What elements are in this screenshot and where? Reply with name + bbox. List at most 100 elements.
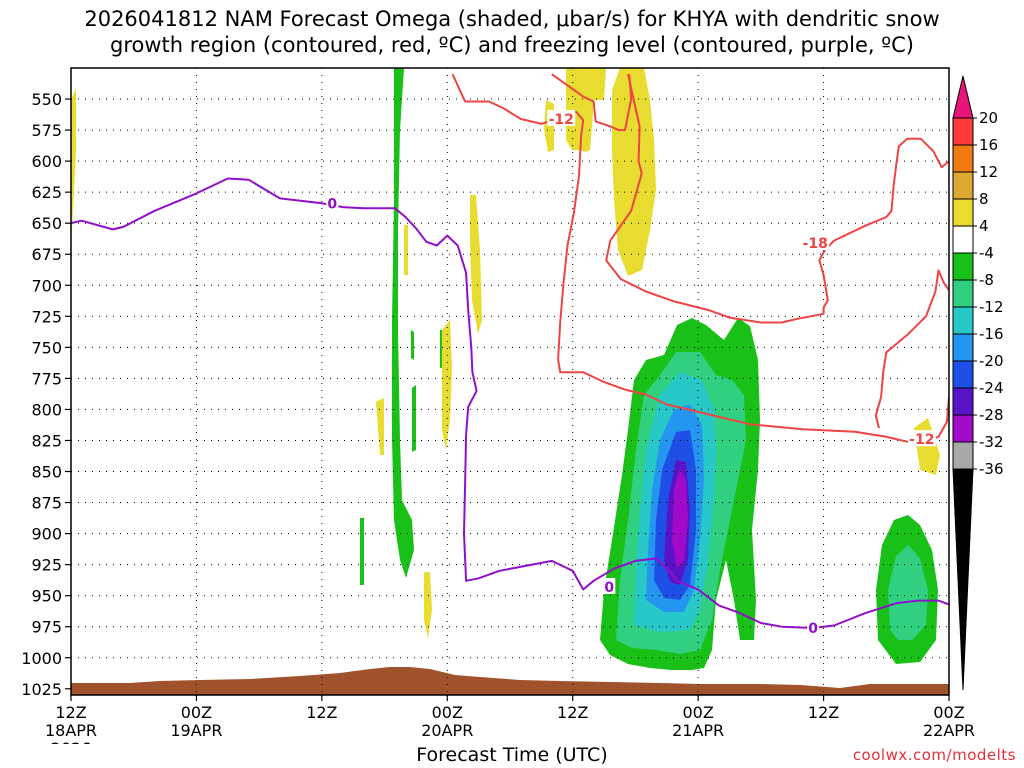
freezing-level-line-label-bg (603, 577, 616, 594)
omega-region-yellow-8 (424, 572, 432, 638)
omega-region-right-teal (888, 545, 928, 640)
colorbar-label: -36 (979, 460, 1004, 478)
colorbar: 20 16 12 8 4 -4 -8 -12 -16 -20 -24 -28 -32 -36 (952, 75, 1004, 691)
x-tick-label: 12Z (55, 703, 86, 722)
colorbar-label: 16 (979, 136, 998, 154)
colorbar-segment (952, 360, 974, 389)
freezing-level-line (71, 177, 949, 629)
omega-region-column-green (392, 68, 414, 578)
colorbar-segment (952, 387, 974, 416)
colorbar-segment (952, 279, 974, 308)
isotherm-line-label: -18 (803, 236, 828, 252)
x-tick-date: 18APR (45, 721, 97, 740)
y-tick-label: 800 (31, 400, 62, 419)
terrain-surface (71, 667, 949, 695)
colorbar-label: -12 (979, 298, 1004, 316)
title-line-1: 2026041812 NAM Forecast Omega (shaded, μ… (84, 7, 940, 31)
omega-region-yellow-10 (71, 88, 76, 230)
omega-region-yellow-6 (404, 225, 408, 275)
y-tick-label: 575 (31, 121, 62, 140)
colorbar-segment (952, 225, 974, 254)
x-tick-label: 00Z (682, 703, 713, 722)
x-tick-label: 00Z (181, 703, 212, 722)
cross-section-chart: -12 -12 -18 0 0 0 550 575 600 625 650 675 700 725 750… (21, 67, 1004, 744)
colorbar-label: -20 (979, 352, 1004, 370)
x-tick-date: 19APR (170, 721, 222, 740)
x-tick-label: 12Z (557, 703, 588, 722)
contour-lines: -12 -12 -18 0 0 0 (71, 73, 949, 637)
y-tick-label: 775 (31, 369, 62, 388)
colorbar-segment (952, 117, 974, 146)
y-tick-label: 900 (31, 525, 62, 544)
x-tick-year: 2026 (51, 739, 92, 744)
x-tick-label: 00Z (933, 703, 964, 722)
y-tick-label: 600 (31, 152, 62, 171)
omega-region-violet (672, 468, 688, 568)
y-tick-label: 625 (31, 183, 62, 202)
colorbar-segment (952, 171, 974, 200)
omega-region-yellow-5 (442, 320, 452, 450)
y-tick-label: 850 (31, 463, 62, 482)
colorbar-label: -24 (979, 379, 1004, 397)
colorbar-segment (952, 144, 974, 173)
y-tick-label: 975 (31, 618, 62, 637)
colorbar-segment (952, 333, 974, 362)
colorbar-label: -4 (979, 244, 994, 262)
omega-region-yellow-7 (376, 398, 384, 455)
colorbar-label: -28 (979, 406, 1004, 424)
credit-text: coolwx.com/modelts (852, 746, 1016, 764)
y-tick-label: 725 (31, 307, 62, 326)
colorbar-segment (952, 198, 974, 227)
y-tick-label: 825 (31, 431, 62, 450)
colorbar-segment (952, 252, 974, 281)
axes: 550 575 600 625 650 675 700 725 750 775 800 825 850 8… (21, 90, 975, 744)
isotherm-line-label: -12 (549, 112, 574, 128)
y-tick-label: 550 (31, 90, 62, 109)
x-tick-date: 21APR (672, 721, 724, 740)
colorbar-label: 4 (979, 217, 989, 235)
omega-shading (71, 68, 949, 695)
isotherm-line-label: -12 (909, 432, 934, 448)
colorbar-segment (952, 306, 974, 335)
y-tick-label: 675 (31, 245, 62, 264)
x-tick-label: 12Z (306, 703, 337, 722)
colorbar-top-arrow (952, 75, 974, 119)
isotherm-line (874, 269, 949, 429)
freezing-level-line-label-bg (807, 618, 820, 635)
isotherm-line (605, 73, 949, 324)
colorbar-label: 20 (979, 109, 998, 127)
freezing-level-line-label-bg (326, 194, 339, 211)
omega-region-green-fleck-1 (411, 330, 414, 360)
isotherm-line (551, 73, 633, 132)
omega-region-green-fleck-2 (412, 385, 416, 452)
colorbar-label: -32 (979, 433, 1004, 451)
chart-title: 2026041812 NAM Forecast Omega (shaded, μ… (0, 6, 1024, 58)
colorbar-label: -16 (979, 325, 1004, 343)
y-tick-label: 750 (31, 338, 62, 357)
y-tick-label: 950 (31, 587, 62, 606)
colorbar-label: -8 (979, 271, 994, 289)
x-axis-title: Forecast Time (UTC) (416, 744, 608, 766)
y-tick-label: 1025 (21, 680, 62, 699)
colorbar-label: 8 (979, 190, 989, 208)
y-tick-label: 650 (31, 214, 62, 233)
x-tick-date: 22APR (923, 721, 975, 740)
x-tick-label: 00Z (432, 703, 463, 722)
omega-region-yellow-1 (566, 68, 606, 152)
plot-area (71, 68, 949, 695)
colorbar-bottom-arrow (952, 468, 974, 691)
isotherm-line-label-bg (907, 430, 936, 447)
omega-region-green-fleck-4 (360, 518, 364, 585)
freezing-level-line-label: 0 (327, 196, 337, 212)
x-tick-label: 12Z (808, 703, 839, 722)
omega-region-yellow-4 (470, 195, 482, 334)
x-tick-date: 20APR (421, 721, 473, 740)
colorbar-segment (952, 414, 974, 443)
y-tick-label: 700 (31, 276, 62, 295)
isotherm-line-label-bg (547, 109, 576, 126)
isotherm-line-label-bg (801, 234, 830, 251)
y-tick-label: 875 (31, 494, 62, 513)
title-line-2: growth region (contoured, red, ºC) and f… (110, 33, 914, 57)
colorbar-label: 12 (979, 163, 998, 181)
y-tick-label: 925 (31, 556, 62, 575)
